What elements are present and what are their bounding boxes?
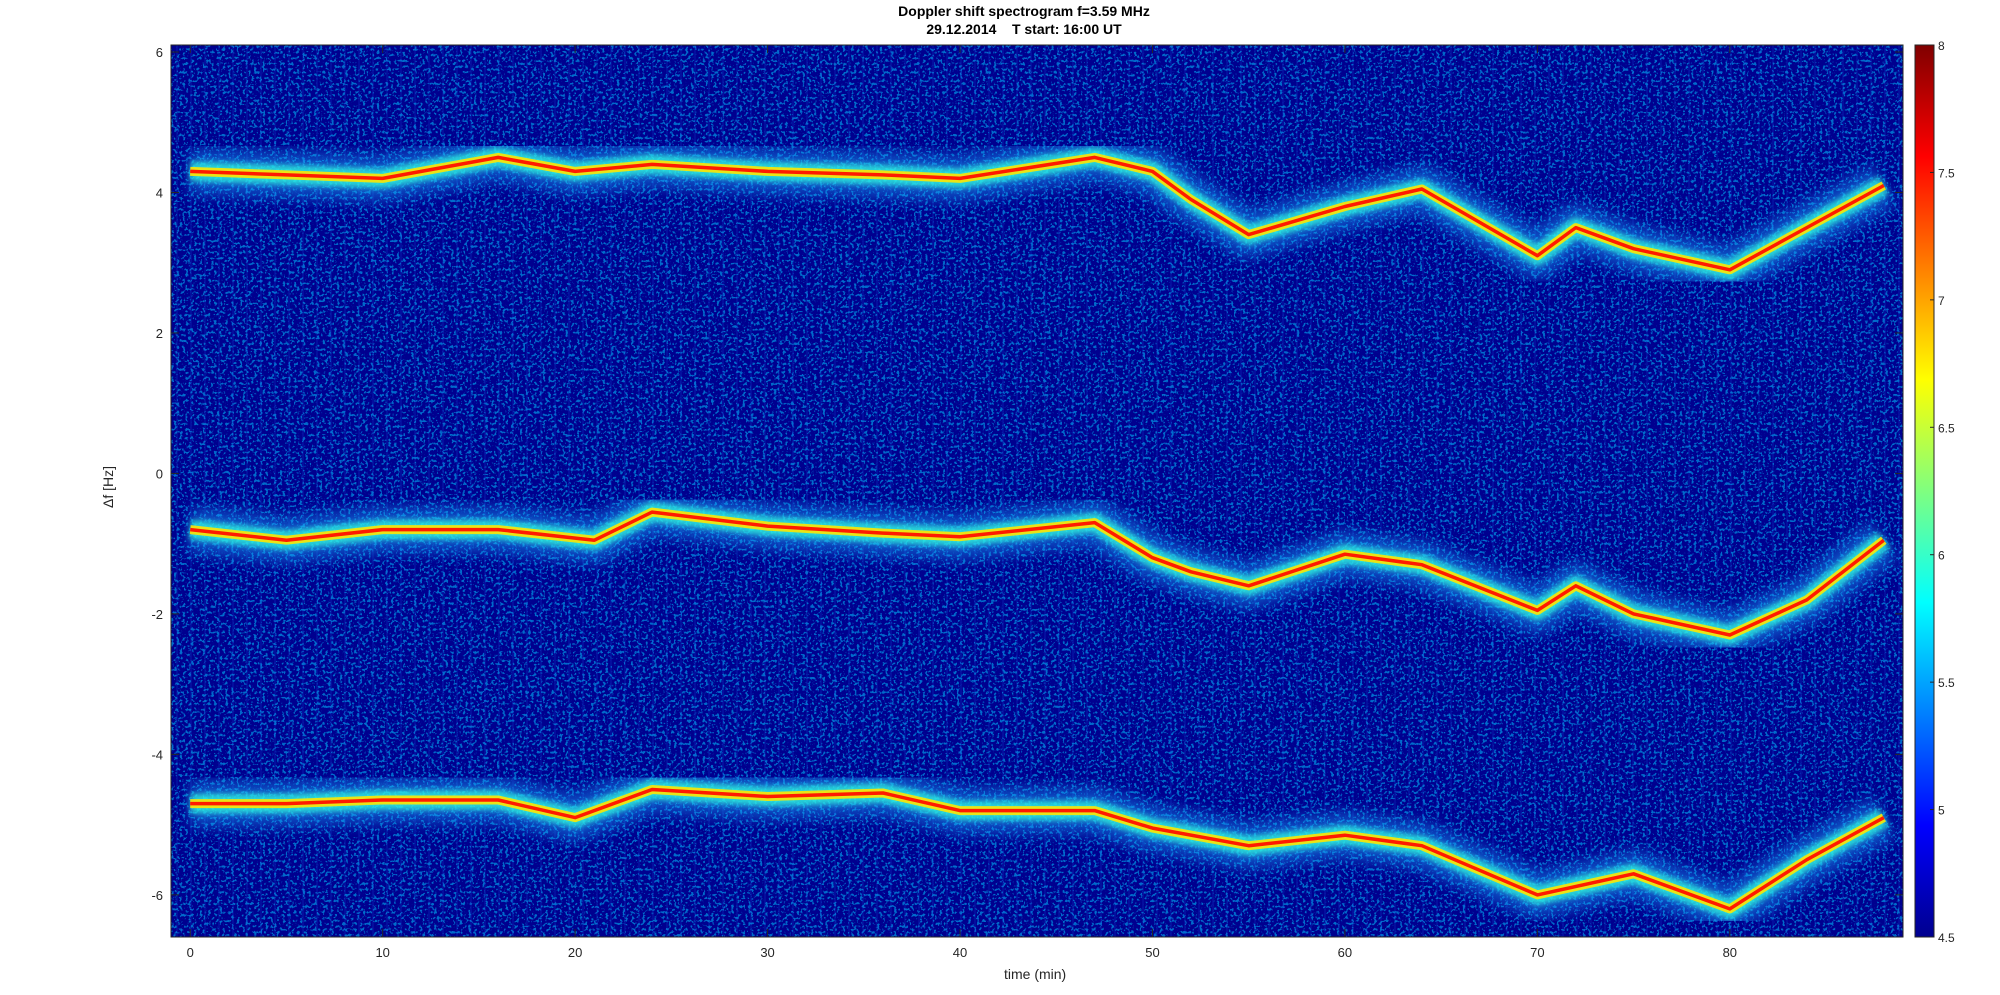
trace-core [190, 787, 1885, 911]
x-tick-label: 20 [568, 945, 582, 960]
y-tick-label: 0 [156, 466, 163, 481]
y-tick-label: 6 [156, 45, 163, 60]
y-tick-label: -6 [151, 888, 163, 903]
x-tick-label: 0 [187, 945, 194, 960]
doppler-trace-3 [190, 766, 1895, 932]
x-tick-label: 50 [1145, 945, 1159, 960]
trace-core [190, 510, 1885, 637]
plot-frame [170, 44, 1904, 938]
x-tick-label: 70 [1530, 945, 1544, 960]
doppler-trace-1 [189, 134, 1895, 293]
x-tick-label: 80 [1723, 945, 1737, 960]
x-tick-label: 30 [760, 945, 774, 960]
doppler-trace-2 [187, 489, 1898, 658]
colorbar-tick-label: 6.5 [1938, 421, 1955, 435]
x-tick-label: 60 [1338, 945, 1352, 960]
chart-title: Doppler shift spectrogram f=3.59 MHz [898, 3, 1150, 19]
colorbar-tick-label: 6 [1938, 549, 1945, 563]
y-tick-label: 4 [156, 185, 163, 200]
colorbar-tick-label: 7 [1938, 294, 1945, 308]
colorbar-tick-label: 8 [1938, 39, 1945, 53]
y-tick-label: -2 [151, 607, 163, 622]
x-tick-label: 40 [953, 945, 967, 960]
x-axis-label: time (min) [1004, 966, 1067, 982]
trace-core [190, 155, 1885, 272]
colorbar-gradient [1914, 44, 1935, 938]
y-axis-label: Δf [Hz] [100, 465, 116, 509]
x-tick-label: 10 [375, 945, 389, 960]
colorbar-tick-label: 4.5 [1938, 931, 1955, 945]
chart-subtitle: 29.12.2014 T start: 16:00 UT [926, 21, 1122, 37]
y-tick-label: -4 [151, 747, 163, 762]
y-tick-label: 2 [156, 326, 163, 341]
colorbar-tick-label: 7.5 [1938, 166, 1955, 180]
colorbar-tick-label: 5 [1938, 804, 1945, 818]
colorbar-tick-label: 5.5 [1938, 676, 1955, 690]
